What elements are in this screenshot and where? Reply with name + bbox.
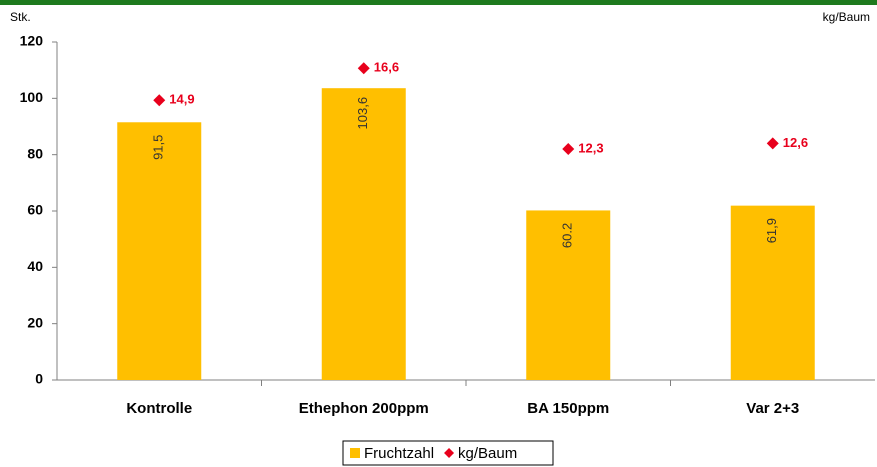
legend: Fruchtzahl kg/Baum <box>342 440 554 466</box>
y-tick-label: 0 <box>35 371 43 387</box>
y-tick-label: 80 <box>27 145 43 161</box>
y-tick-label: 60 <box>27 202 43 218</box>
point <box>562 143 575 156</box>
bar <box>730 205 815 380</box>
y-axis-label: Stk. <box>10 10 31 24</box>
y-tick-label: 100 <box>20 89 44 105</box>
y2-axis-label: kg/Baum <box>823 10 870 24</box>
x-tick-label: BA 150ppm <box>527 400 609 417</box>
bar-value-label: 91,5 <box>151 135 166 160</box>
bar <box>526 210 611 380</box>
bar-value-label: 61,9 <box>764 218 779 243</box>
x-tick-label: Kontrolle <box>126 400 192 417</box>
y-tick-label: 20 <box>27 314 43 330</box>
bar-value-label: 103,6 <box>355 97 370 130</box>
point <box>357 62 370 75</box>
legend-swatch <box>444 448 455 458</box>
bar <box>321 88 406 381</box>
point-value-label: 14,9 <box>169 92 194 107</box>
bar-value-label: 60.2 <box>560 223 575 248</box>
legend-label: kg/Baum <box>458 445 517 462</box>
point <box>153 94 166 107</box>
x-tick-label: Ethephon 200ppm <box>299 400 429 417</box>
x-tick-label: Var 2+3 <box>746 400 799 417</box>
point-value-label: 16,6 <box>374 60 399 75</box>
top-bar <box>0 0 877 5</box>
y-tick-label: 120 <box>20 33 44 49</box>
y-tick-label: 40 <box>27 258 43 274</box>
legend-swatch <box>350 448 360 458</box>
point-value-label: 12,3 <box>578 140 603 155</box>
point <box>766 137 779 150</box>
legend-label: Fruchtzahl <box>364 445 434 462</box>
point-value-label: 12,6 <box>783 135 808 150</box>
bar <box>117 122 202 381</box>
